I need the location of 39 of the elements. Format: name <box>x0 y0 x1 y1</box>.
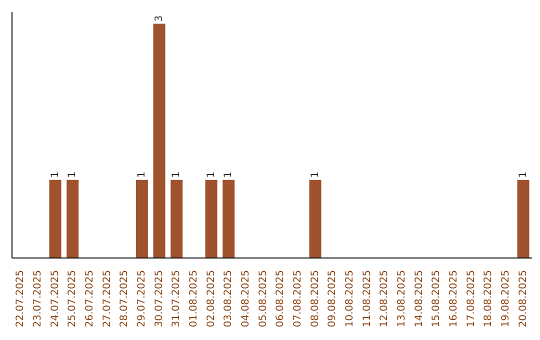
x-tick-label: 03.08.2025 <box>223 270 234 328</box>
x-tick-label: 04.08.2025 <box>240 270 252 328</box>
data-label: 1 <box>50 172 61 178</box>
x-tick-label: 29.07.2025 <box>136 270 148 328</box>
x-tick-label: 05.08.2025 <box>258 270 269 328</box>
data-label: 1 <box>171 172 182 178</box>
x-tick-label: 31.07.2025 <box>171 270 182 328</box>
x-tick-label: 15.08.2025 <box>431 270 442 328</box>
x-tick-label: 26.07.2025 <box>84 270 96 328</box>
x-tick-label: 09.08.2025 <box>327 270 338 328</box>
data-label: 1 <box>310 172 321 178</box>
x-tick-label: 23.07.2025 <box>32 270 44 328</box>
x-tick-label: 16.08.2025 <box>448 270 460 328</box>
x-tick-label: 06.08.2025 <box>275 270 286 328</box>
data-label: 1 <box>67 172 78 178</box>
data-label: 1 <box>206 172 217 178</box>
data-label: 1 <box>223 172 234 178</box>
x-tick-label: 11.08.2025 <box>362 270 373 328</box>
x-tick-label: 13.08.2025 <box>396 270 408 328</box>
x-tick-label: 07.08.2025 <box>292 270 304 328</box>
x-tick-label: 17.08.2025 <box>466 270 477 328</box>
x-tick-label: 27.07.2025 <box>102 270 113 328</box>
x-tick-label: 18.08.2025 <box>483 270 494 328</box>
x-tick-label: 22.07.2025 <box>15 270 26 328</box>
x-tick-label: 08.08.2025 <box>310 270 321 328</box>
x-tick-label: 01.08.2025 <box>188 270 200 328</box>
x-tick-label: 12.08.2025 <box>379 270 390 328</box>
x-tick-label: 02.08.2025 <box>206 270 217 328</box>
x-tick-label: 25.07.2025 <box>67 270 78 328</box>
x-tick-label: 24.07.2025 <box>50 270 61 328</box>
x-tick-label: 20.08.2025 <box>518 270 529 328</box>
x-tick-label: 10.08.2025 <box>344 270 356 328</box>
x-tick-label: 19.08.2025 <box>500 270 512 328</box>
data-label: 1 <box>518 172 529 178</box>
x-tick-label: 30.07.2025 <box>154 270 165 328</box>
x-tick-label: 28.07.2025 <box>119 270 130 328</box>
data-label: 1 <box>136 172 148 178</box>
data-label: 3 <box>154 15 165 22</box>
x-tick-label: 14.08.2025 <box>414 270 425 328</box>
